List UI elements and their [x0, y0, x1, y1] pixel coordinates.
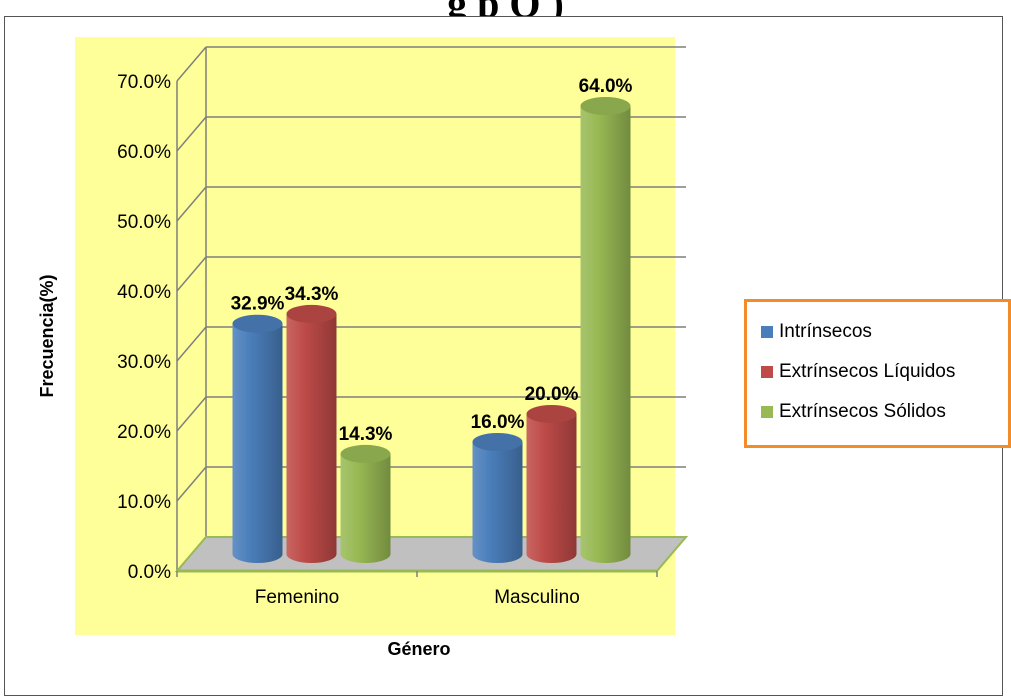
bar-top	[340, 444, 391, 463]
bar-top	[286, 304, 337, 323]
data-label: 14.3%	[339, 424, 393, 445]
gridline-side	[176, 256, 207, 292]
y-tick-label: 50.0%	[117, 212, 171, 233]
bar-body	[472, 442, 523, 563]
bar	[526, 405, 577, 563]
gridline-side	[176, 466, 207, 502]
y-tick-label: 10.0%	[117, 492, 171, 513]
data-label: 16.0%	[471, 412, 525, 433]
bar-top	[232, 314, 283, 333]
chart-legend: Intrínsecos Extrínsecos Líquidos Extríns…	[744, 299, 1011, 448]
x-axis-title: Género	[387, 639, 450, 659]
gridline-side	[176, 326, 207, 362]
legend-item-extrinsecos-solidos: Extrínsecos Sólidos	[761, 392, 1008, 432]
legend-label: Extrínsecos Líquidos	[779, 361, 956, 382]
y-tick-label: 30.0%	[117, 352, 171, 373]
legend-label: Intrínsecos	[779, 321, 872, 342]
bar	[340, 444, 391, 563]
data-label: 20.0%	[525, 384, 579, 405]
data-label: 64.0%	[579, 76, 633, 97]
legend-item-intrinsecos: Intrínsecos	[761, 312, 1008, 352]
bar	[472, 433, 523, 563]
bar-top	[472, 433, 523, 451]
y-tick-label: 70.0%	[117, 72, 171, 93]
y-tick-label: 40.0%	[117, 282, 171, 303]
gridline-side	[176, 396, 207, 432]
gridline-side	[176, 116, 207, 152]
y-tick-label: 0.0%	[128, 562, 171, 583]
y-tick-label: 60.0%	[117, 142, 171, 163]
data-label: 32.9%	[231, 294, 285, 315]
bar-top	[580, 97, 631, 115]
bar-body	[340, 453, 391, 563]
bar-body	[232, 323, 283, 563]
bar	[232, 314, 283, 563]
gridline-side	[176, 186, 207, 222]
gridline-side	[176, 46, 207, 82]
legend-item-extrinsecos-liquidos: Extrínsecos Líquidos	[761, 352, 1008, 392]
bar-chart: 0.0%10.0%20.0%30.0%40.0%50.0%60.0%70.0% …	[37, 37, 689, 659]
chart-frame: 0.0% 10.0% 20.0% 30.0% 40.0% 50.0% 60.0% 70.0% …	[4, 16, 1011, 696]
legend-swatch	[761, 406, 773, 418]
bar	[286, 304, 337, 563]
bar-top	[526, 405, 577, 423]
bar-body	[526, 414, 577, 563]
legend-swatch	[761, 366, 773, 378]
legend-swatch	[761, 326, 773, 338]
x-category-label: Masculino	[494, 587, 580, 608]
x-category-label: Femenino	[255, 587, 340, 608]
bar	[580, 97, 631, 563]
data-label: 34.3%	[285, 284, 339, 305]
y-axis-title: Frecuencia(%)	[37, 274, 57, 397]
bar-body	[286, 313, 337, 563]
legend-label: Extrínsecos Sólidos	[779, 401, 946, 422]
bar-body	[580, 106, 631, 563]
y-tick-label: 20.0%	[117, 422, 171, 443]
